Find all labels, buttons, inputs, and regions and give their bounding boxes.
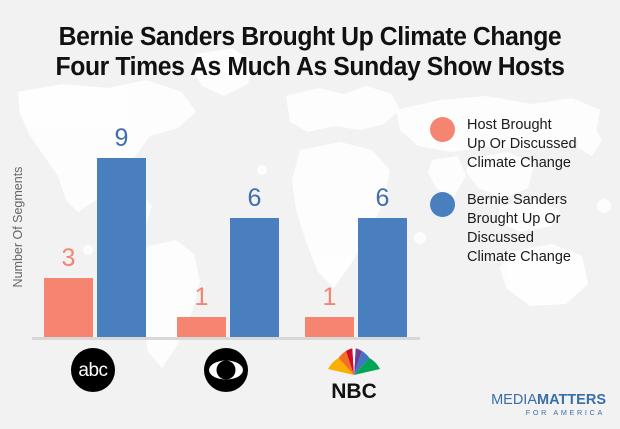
bar-cbs-host[interactable]: 1 <box>177 285 226 337</box>
nbc-logo-label: NBC <box>331 380 377 403</box>
legend-item-host[interactable]: Host Brought Up Or Discussed Climate Cha… <box>430 116 620 173</box>
legend-dot-host-icon <box>430 117 455 142</box>
legend-label-host-line-2: Up Or Discussed <box>467 136 577 152</box>
legend-label-host-line-3: Climate Change <box>467 155 571 171</box>
x-axis-baseline <box>32 337 420 340</box>
chart-legend: Host Brought Up Or Discussed Climate Cha… <box>430 116 620 285</box>
legend-label-sanders-line-4: Climate Change <box>467 249 571 265</box>
x-tick-abc: abc <box>43 348 143 392</box>
bar-value-cbs-host: 1 <box>194 283 209 311</box>
bar-cbs-sanders[interactable]: 6 <box>230 186 279 337</box>
chart-title: Bernie Sanders Brought Up Climate Change… <box>0 22 620 82</box>
legend-label-host-line-1: Host Brought <box>467 117 552 133</box>
media-matters-logo: MEDIAMATTERS FOR AMERICA <box>491 393 606 418</box>
bar-nbc-sanders[interactable]: 6 <box>358 186 407 337</box>
legend-label-sanders-line-1: Bernie Sanders <box>467 192 567 208</box>
legend-label-sanders-line-3: Discussed <box>467 230 534 246</box>
bar-value-nbc-host: 1 <box>322 283 337 311</box>
bar-value-cbs-sanders: 6 <box>247 184 262 212</box>
brand-media-text: MEDIA <box>491 392 537 408</box>
bar-abc-sanders[interactable]: 9 <box>97 126 146 337</box>
brand-matters-text: MATTERS <box>536 392 606 408</box>
bar-nbc-host[interactable]: 1 <box>305 285 354 337</box>
chart-title-line-2: Four Times As Much As Sunday Show Hosts <box>55 53 565 81</box>
media-matters-wordmark: MEDIAMATTERS <box>491 393 606 408</box>
abc-logo-label: abc <box>78 359 108 381</box>
cbs-eye-icon <box>204 348 248 392</box>
chart-title-line-1: Bernie Sanders Brought Up Climate Change <box>58 23 562 51</box>
bar-abc-host[interactable]: 3 <box>44 246 93 337</box>
legend-dot-sanders-icon <box>430 192 455 217</box>
legend-label-host: Host Brought Up Or Discussed Climate Cha… <box>467 116 577 173</box>
nbc-peacock-icon <box>328 348 380 375</box>
legend-item-sanders[interactable]: Bernie Sanders Brought Up Or Discussed C… <box>430 191 620 267</box>
brand-tagline: FOR AMERICA <box>525 408 605 417</box>
bar-value-abc-sanders: 9 <box>114 124 129 152</box>
y-axis-label: Number Of Segments <box>11 166 25 288</box>
legend-label-sanders-line-2: Brought Up Or <box>467 211 561 227</box>
x-tick-cbs <box>176 348 276 397</box>
legend-label-sanders: Bernie Sanders Brought Up Or Discussed C… <box>467 191 571 267</box>
abc-circle-icon: abc <box>71 348 115 392</box>
bar-value-abc-host: 3 <box>61 244 76 272</box>
bar-value-nbc-sanders: 6 <box>375 184 390 212</box>
x-tick-nbc: NBC <box>304 346 404 404</box>
